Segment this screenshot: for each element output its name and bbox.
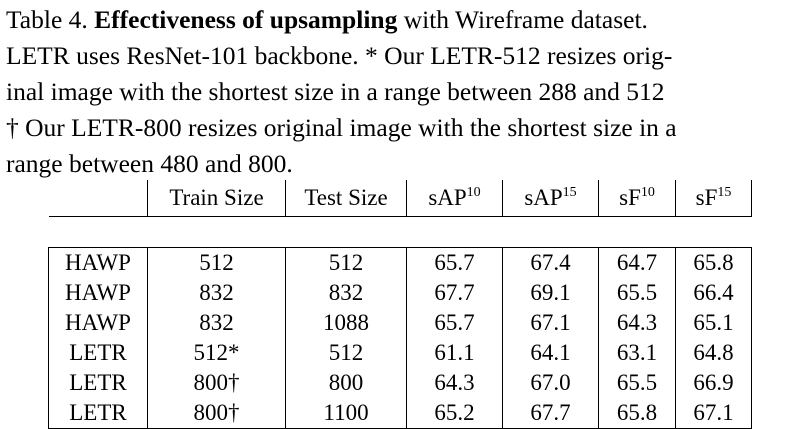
header-cell: sAP15 <box>502 180 599 217</box>
table-body: HAWP 512 512 65.7 67.4 64.7 65.8 HAWP 832 832 67.7… <box>48 216 752 429</box>
method-cell: HAWP <box>48 247 148 278</box>
value-cell: 65.2 <box>406 398 503 429</box>
value-cell: 832 <box>147 278 286 308</box>
table-row: HAWP 832 1088 65.7 67.1 64.3 65.1 <box>48 308 752 338</box>
header-cell: Train Size <box>147 180 286 217</box>
caption-title: Effectiveness of upsampling <box>94 5 398 34</box>
caption-label: Table 4. <box>6 5 88 34</box>
header-cell: sF10 <box>598 180 676 217</box>
value-cell: 66.9 <box>675 368 752 398</box>
caption-line-4: † Our LETR-800 resizes original image wi… <box>6 113 677 142</box>
caption-line-1: Table 4. Effectiveness of upsampling wit… <box>6 2 802 38</box>
value-cell: 800† <box>147 398 286 429</box>
value-cell: 65.8 <box>675 247 752 278</box>
value-cell: 512 <box>285 338 407 368</box>
value-cell: 65.1 <box>675 308 752 338</box>
value-cell: 512 <box>285 247 407 278</box>
table-header-row: Train Size Test Size sAP10 sAP15 sF10 sF… <box>48 180 752 217</box>
value-cell: 61.1 <box>406 338 503 368</box>
header-cell <box>48 180 148 217</box>
value-cell: 832 <box>147 308 286 338</box>
caption-line-2: LETR uses ResNet-101 backbone. * Our LET… <box>6 41 673 70</box>
value-cell: 67.0 <box>502 368 599 398</box>
table-row: HAWP 832 832 67.7 69.1 65.5 66.4 <box>48 278 752 308</box>
value-cell: 64.3 <box>598 308 676 338</box>
value-cell: 65.5 <box>598 278 676 308</box>
table-row: LETR 800† 800 64.3 67.0 65.5 66.9 <box>48 368 752 398</box>
value-cell: 66.4 <box>675 278 752 308</box>
value-cell: 1100 <box>285 398 407 429</box>
caption-line-3: inal image with the shortest size in a r… <box>6 77 665 106</box>
value-cell: 512 <box>147 247 286 278</box>
value-cell: 67.7 <box>406 278 503 308</box>
value-cell: 65.8 <box>598 398 676 429</box>
header-cell: sF15 <box>675 180 752 217</box>
caption-line-1-rest: with Wireframe dataset. <box>397 5 648 34</box>
header-cell: sAP10 <box>406 180 503 217</box>
caption-line-5: range between 480 and 800. <box>6 149 293 178</box>
value-cell: 1088 <box>285 308 407 338</box>
value-cell: 800† <box>147 368 286 398</box>
value-cell: 69.1 <box>502 278 599 308</box>
value-cell: 67.1 <box>502 308 599 338</box>
value-cell: 67.7 <box>502 398 599 429</box>
header-cell: Test Size <box>285 180 407 217</box>
method-cell: LETR <box>48 368 148 398</box>
value-cell: 63.1 <box>598 338 676 368</box>
table-row: LETR 512* 512 61.1 64.1 63.1 64.8 <box>48 338 752 368</box>
value-cell: 65.5 <box>598 368 676 398</box>
method-cell: HAWP <box>48 308 148 338</box>
value-cell: 67.1 <box>675 398 752 429</box>
value-cell: 64.8 <box>675 338 752 368</box>
value-cell: 65.7 <box>406 247 503 278</box>
table-caption: Table 4. Effectiveness of upsampling wit… <box>6 2 802 182</box>
method-cell: HAWP <box>48 278 148 308</box>
value-cell: 512* <box>147 338 286 368</box>
method-cell: LETR <box>48 398 148 429</box>
value-cell: 64.7 <box>598 247 676 278</box>
value-cell: 832 <box>285 278 407 308</box>
value-cell: 800 <box>285 368 407 398</box>
value-cell: 65.7 <box>406 308 503 338</box>
value-cell: 64.3 <box>406 368 503 398</box>
table-row: LETR 800† 1100 65.2 67.7 65.8 67.1 <box>48 398 752 429</box>
value-cell: 67.4 <box>502 247 599 278</box>
value-cell: 64.1 <box>502 338 599 368</box>
table-row: HAWP 512 512 65.7 67.4 64.7 65.8 <box>48 247 752 278</box>
results-table: Train Size Test Size sAP10 sAP15 sF10 sF… <box>48 180 752 429</box>
method-cell: LETR <box>48 338 148 368</box>
